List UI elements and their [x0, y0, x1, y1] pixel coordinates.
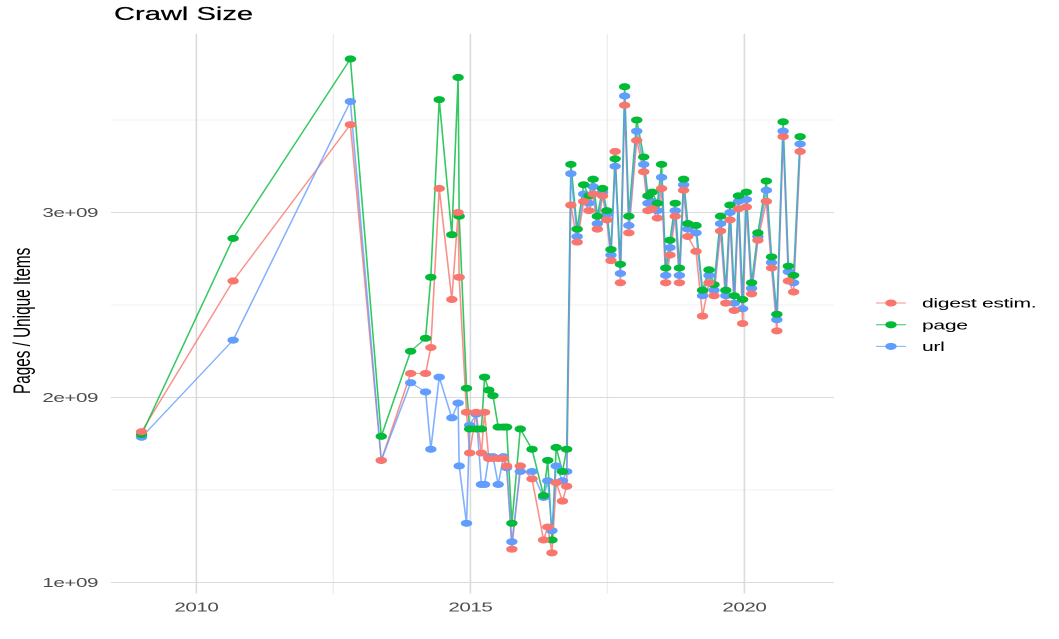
svg-text:2020: 2020 [722, 599, 766, 614]
svg-text:url: url [922, 339, 945, 354]
svg-text:Crawl Size: Crawl Size [114, 4, 253, 24]
svg-text:page: page [922, 317, 968, 332]
svg-text:Pages / Unique Items: Pages / Unique Items [10, 248, 36, 394]
svg-text:3e+09: 3e+09 [42, 205, 98, 220]
svg-text:1e+09: 1e+09 [42, 575, 98, 590]
svg-text:2e+09: 2e+09 [42, 390, 98, 405]
svg-text:2015: 2015 [448, 599, 492, 614]
svg-text:digest estim.: digest estim. [922, 296, 1036, 311]
svg-text:2010: 2010 [174, 599, 218, 614]
